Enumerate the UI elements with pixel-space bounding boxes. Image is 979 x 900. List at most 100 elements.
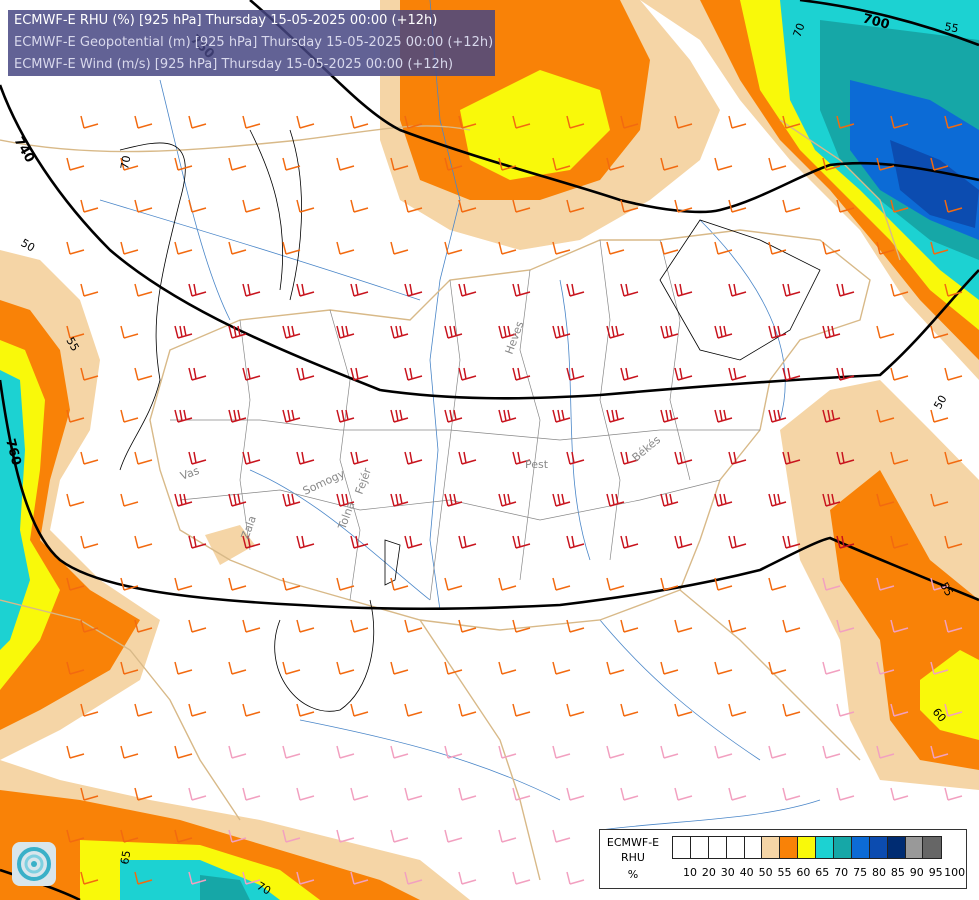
wind-barb [458, 451, 477, 465]
wind-barb [242, 619, 261, 633]
wind-barb [404, 703, 423, 717]
wind-barb [512, 199, 531, 213]
wind-barb [404, 787, 423, 801]
wind-barb [822, 661, 841, 675]
wind-barb [890, 283, 909, 297]
wind-barb [350, 703, 369, 717]
wind-barb [458, 367, 477, 381]
wind-barb [174, 409, 193, 423]
wind-barb [660, 745, 679, 759]
wind-barb [606, 241, 625, 255]
legend-swatch [798, 837, 817, 858]
wind-barb [296, 451, 315, 465]
wind-barb [120, 745, 139, 759]
legend-swatch [887, 837, 906, 858]
wind-barb [498, 661, 517, 675]
wind-barb [620, 199, 639, 213]
wind-barb [498, 409, 517, 423]
wind-barb [782, 787, 801, 801]
legend-tick-label: 80 [872, 866, 886, 879]
wind-barb [228, 325, 247, 339]
wind-barb [80, 871, 99, 885]
wind-barb [620, 115, 639, 129]
legend-swatch [869, 837, 888, 858]
wind-barb [390, 493, 409, 507]
wind-barb [296, 787, 315, 801]
wind-barb [890, 619, 909, 633]
wind-barb [822, 241, 841, 255]
wind-barb [80, 451, 99, 465]
wind-barb [242, 115, 261, 129]
wind-barb [458, 115, 477, 129]
wind-barb [606, 661, 625, 675]
wind-barb [728, 199, 747, 213]
wind-barb [80, 787, 99, 801]
wind-barb [660, 577, 679, 591]
wind-barb [660, 157, 679, 171]
wind-barb [350, 115, 369, 129]
wind-barb [188, 703, 207, 717]
wind-barb [930, 409, 949, 423]
wind-barb [944, 535, 963, 549]
wind-barb [174, 325, 193, 339]
wind-barb [944, 115, 963, 129]
rhu-label-8: 50 [931, 393, 949, 412]
wind-barb [350, 619, 369, 633]
legend-swatch [834, 837, 852, 858]
legend-swatch [726, 837, 745, 858]
wind-barb [296, 283, 315, 297]
wind-barb [174, 661, 193, 675]
wind-barb [512, 787, 531, 801]
rhu-label-3: 55 [63, 335, 81, 354]
wind-barb [66, 493, 85, 507]
legend-tick-label: 50 [758, 866, 773, 879]
wind-barb [458, 703, 477, 717]
wind-barb [404, 199, 423, 213]
wind-barb [228, 745, 247, 759]
wind-barb [350, 451, 369, 465]
place-vas: Vas [179, 464, 202, 483]
wind-barb [444, 409, 463, 423]
wind-barb [242, 535, 261, 549]
wind-barb [174, 829, 193, 843]
wind-barb [444, 829, 463, 843]
wind-barb [390, 661, 409, 675]
wind-barb [174, 493, 193, 507]
wind-barb [336, 745, 355, 759]
geo-label-760: 760 [2, 437, 24, 467]
wind-barb [390, 577, 409, 591]
wind-barb [404, 535, 423, 549]
wind-barb [620, 367, 639, 381]
wind-barb [768, 745, 787, 759]
wind-barb [876, 577, 895, 591]
wind-barb [242, 871, 261, 885]
legend-tick-label: 90 [909, 866, 924, 879]
wind-barb [80, 703, 99, 717]
wind-barb [134, 535, 153, 549]
wind-barb [134, 619, 153, 633]
wind-barb [876, 409, 895, 423]
wind-barb [80, 199, 99, 213]
wind-barb [714, 157, 733, 171]
title-rhu: ECMWF-E RHU (%) [925 hPa] Thursday 15-05… [14, 13, 438, 28]
wind-barb [296, 619, 315, 633]
wind-barb [606, 493, 625, 507]
wind-barb [134, 115, 153, 129]
wind-barb [768, 157, 787, 171]
wind-barb [404, 283, 423, 297]
wind-barb [620, 535, 639, 549]
wind-barb [282, 409, 301, 423]
wind-barb [566, 787, 585, 801]
wind-barb [552, 325, 571, 339]
wind-barb [336, 661, 355, 675]
wind-barb [944, 283, 963, 297]
wind-barb [566, 367, 585, 381]
wind-barb [606, 157, 625, 171]
wind-barb [674, 535, 693, 549]
wind-barb [606, 325, 625, 339]
wind-barb [782, 619, 801, 633]
wind-barb [458, 619, 477, 633]
legend-swatch [905, 837, 924, 858]
wind-barb [552, 409, 571, 423]
